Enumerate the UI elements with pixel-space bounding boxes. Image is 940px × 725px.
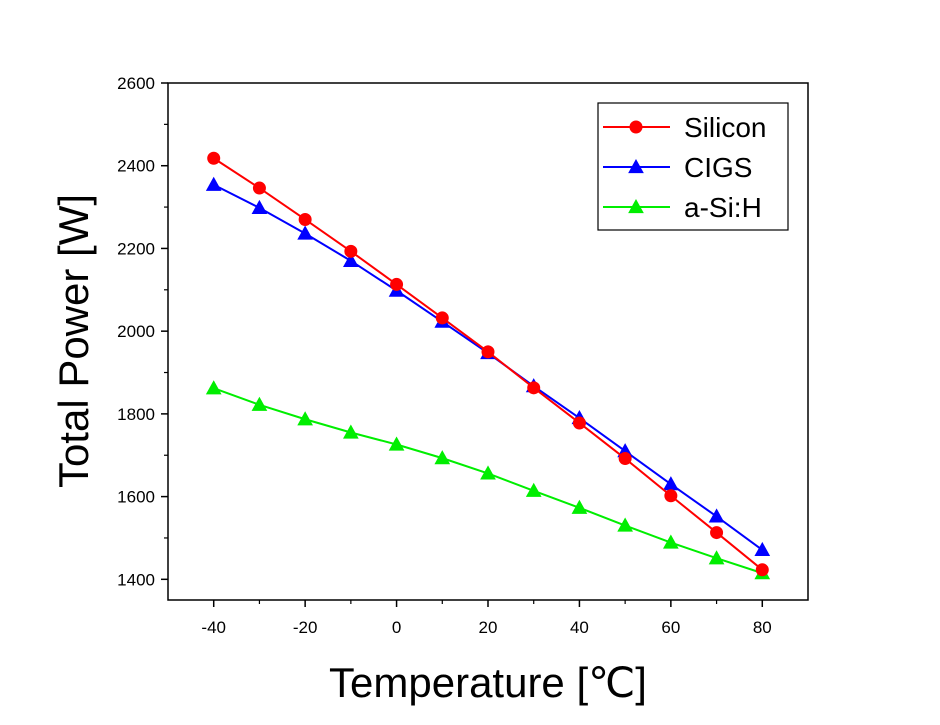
x-tick-label: 0 bbox=[392, 618, 401, 637]
data-point bbox=[527, 381, 541, 395]
legend: Silicon CIGS a-Si:H bbox=[597, 102, 789, 231]
x-tick-label: 80 bbox=[753, 618, 772, 637]
series-cigs bbox=[205, 176, 771, 557]
tick-labels: -40 -20 0 20 40 60 80 1400 1600 1800 2000 2200 2400 2… bbox=[117, 74, 772, 637]
y-tick-label: 1600 bbox=[117, 488, 155, 507]
y-tick-label: 1400 bbox=[117, 570, 155, 589]
y-tick-label: 2400 bbox=[117, 157, 155, 176]
data-point bbox=[434, 450, 451, 465]
data-point bbox=[710, 526, 724, 540]
data-point bbox=[663, 534, 679, 549]
data-point bbox=[755, 563, 769, 577]
legend-entry: a-Si:H bbox=[603, 192, 762, 223]
data-point bbox=[343, 424, 359, 439]
data-point bbox=[297, 411, 313, 426]
y-tick-label: 2200 bbox=[117, 239, 155, 258]
data-point bbox=[708, 508, 725, 523]
y-axis-label: Total Power [W] bbox=[50, 194, 97, 488]
tick-marks bbox=[161, 82, 764, 607]
x-tick-label: 60 bbox=[661, 618, 680, 637]
data-point bbox=[343, 252, 359, 267]
legend-swatch-marker bbox=[628, 198, 644, 214]
series-lines bbox=[205, 151, 771, 580]
legend-swatch-marker bbox=[629, 120, 643, 134]
x-tick-label: 40 bbox=[570, 618, 589, 637]
data-point bbox=[251, 396, 268, 411]
data-point bbox=[617, 517, 633, 532]
y-tick-label: 1800 bbox=[117, 405, 155, 424]
data-point bbox=[205, 380, 222, 395]
data-point bbox=[388, 436, 405, 451]
data-point bbox=[480, 465, 496, 480]
data-point bbox=[344, 244, 358, 258]
x-tick-label: 20 bbox=[479, 618, 498, 637]
data-point bbox=[618, 452, 632, 466]
y-tick-label: 2000 bbox=[117, 322, 155, 341]
legend-label: CIGS bbox=[684, 152, 752, 183]
x-tick-label: -40 bbox=[201, 618, 226, 637]
data-point bbox=[664, 489, 678, 503]
data-point bbox=[251, 199, 268, 215]
x-axis-label: Temperature [℃] bbox=[329, 659, 647, 706]
legend-label: a-Si:H bbox=[684, 192, 762, 223]
series-a-si-h bbox=[205, 380, 771, 580]
data-point bbox=[571, 499, 588, 514]
data-point bbox=[663, 476, 679, 491]
data-point bbox=[754, 541, 771, 557]
data-point bbox=[572, 416, 586, 430]
legend-label: Silicon bbox=[684, 112, 766, 143]
data-point bbox=[298, 212, 312, 226]
data-point bbox=[390, 277, 404, 291]
data-point bbox=[708, 550, 725, 565]
x-tick-label: -20 bbox=[293, 618, 318, 637]
data-point bbox=[297, 225, 313, 240]
data-point bbox=[205, 176, 222, 191]
data-point bbox=[207, 151, 221, 165]
legend-entry: Silicon bbox=[603, 112, 766, 143]
data-point bbox=[435, 311, 449, 325]
data-point bbox=[252, 181, 266, 195]
data-point bbox=[525, 482, 542, 497]
legend-entry: CIGS bbox=[603, 152, 752, 183]
series-silicon bbox=[207, 151, 769, 577]
y-tick-label: 2600 bbox=[117, 74, 155, 93]
data-point bbox=[481, 345, 495, 359]
series-line bbox=[213, 183, 763, 551]
legend-swatch-marker bbox=[628, 158, 644, 174]
series-line bbox=[213, 387, 763, 575]
